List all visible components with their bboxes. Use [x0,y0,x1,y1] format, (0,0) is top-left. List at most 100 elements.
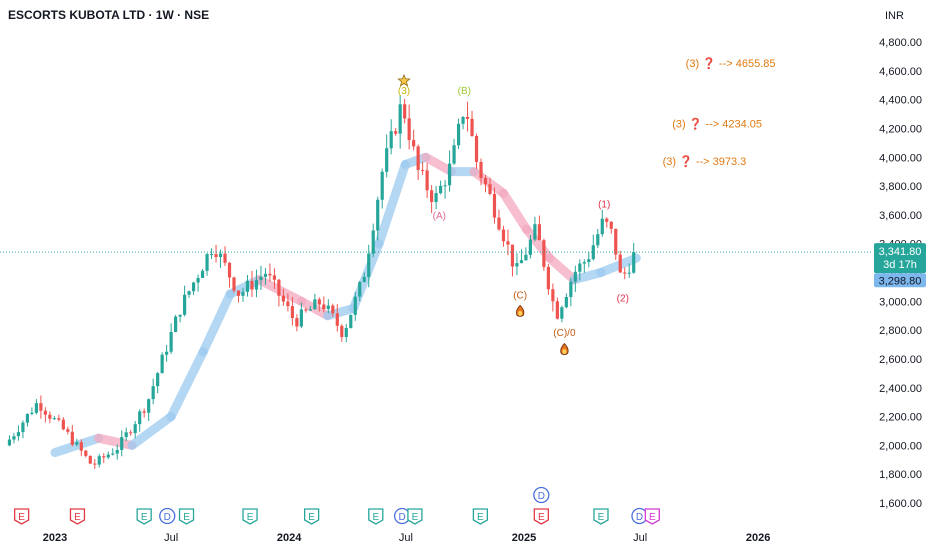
earnings-marker[interactable]: E [368,508,384,525]
ribbon-segment [127,412,176,450]
candle-body [97,456,101,465]
dividend-marker[interactable]: D [533,486,550,504]
earnings-marker[interactable]: E [593,508,609,525]
x-tick-label: 2024 [277,532,302,544]
earnings-badge [368,508,384,525]
wave-label: (B) [458,86,471,97]
earnings-marker[interactable]: E [242,508,258,525]
candle-body [605,218,609,222]
candle-body [272,275,277,280]
earnings-marker[interactable]: E [407,508,423,525]
flame-inner [562,349,567,355]
candle-body [407,118,411,141]
earnings-marker[interactable]: E [472,508,489,525]
flame-icon [560,343,569,355]
bar-countdown: 3d 17h [883,259,917,271]
candle-body [115,450,119,454]
event-letter: E [598,512,605,523]
candle-body [560,307,564,319]
candle-body [12,436,16,440]
y-tick-label: 3,800.00 [879,181,922,193]
y-tick-label: 1,600.00 [879,498,922,510]
candle-body [43,410,47,415]
candle-body [515,263,519,267]
event-letter: D [636,512,643,523]
candle-body [178,314,182,317]
wave-label: (2) [617,293,629,304]
candle-body [452,145,456,164]
candle-body [308,309,312,311]
event-letter: E [477,512,484,523]
candle-body [344,327,348,337]
candle-body [75,442,79,445]
dividend-marker[interactable]: D [159,507,176,525]
candle-body [326,305,330,310]
event-letter: E [74,512,81,523]
earnings-marker[interactable]: E [178,508,195,525]
candle-body [57,418,61,420]
ribbon-segment [225,275,264,299]
candle-body [569,281,573,298]
y-tick-label: 1,800.00 [879,469,922,481]
wave-label: (3) [398,86,410,97]
candle-body [331,305,335,314]
candle-body [510,244,515,267]
candle-body [66,429,70,432]
candle-body [501,229,506,242]
trend-ribbon [50,152,641,458]
earnings-marker[interactable]: E [69,508,86,525]
earnings-marker[interactable]: E [136,508,152,525]
earnings-badge [593,508,609,525]
y-tick-label: 4,200.00 [879,123,922,135]
chart-title[interactable]: ESCORTS KUBOTA LTD · 1W · NSE [8,8,209,22]
earnings-badge [303,508,320,525]
x-tick-label: Jul [164,532,178,544]
candle-body [412,140,416,147]
currency-label[interactable]: INR [885,10,904,22]
y-tick-label: 4,000.00 [879,152,922,164]
x-tick-label: 2023 [43,532,67,544]
event-markers[interactable]: E E E D E E E E D E E EDE D E [13,486,660,525]
candle-body [416,146,420,170]
candle-body [129,432,133,434]
earnings-marker[interactable]: E [303,508,320,525]
y-tick-label: 2,400.00 [879,383,922,395]
x-axis[interactable]: 2023 Jul 2024 Jul 2025 Jul 2026 [43,532,771,544]
ribbon-segment [94,433,137,450]
candle-body [34,403,38,413]
last-price-value: 3,341.80 [879,246,922,258]
candle-body [21,422,25,433]
flame-icon [516,304,525,317]
candle-body [245,280,250,292]
event-letter: E [141,512,148,523]
candle-body [596,234,600,246]
candle-body [349,314,353,328]
candle-body [52,418,56,420]
candle-body [533,224,537,240]
candle-body [174,316,178,332]
y-tick-label: 4,400.00 [879,95,922,107]
candle-body [299,309,303,327]
earnings-badge [69,508,86,525]
candle-body [281,295,286,302]
candle-body [254,279,259,290]
ribbon-segment [469,167,508,198]
candle-body [151,386,155,400]
candle-body [317,299,321,305]
event-letter: E [412,512,419,523]
candle-body [232,277,236,291]
earnings-badge [472,508,489,525]
y-tick-label: 3,000.00 [879,296,922,308]
candle-body [196,277,200,283]
candle-body [542,240,546,267]
earnings-marker[interactable]: E [644,508,660,525]
y-axis[interactable]: 4,800.00 4,600.00 4,400.00 4,200.00 4,000.00… [874,37,926,510]
candle-body [582,262,586,264]
candle-body [421,169,425,171]
candle-body [376,199,380,231]
candle-body [340,325,344,337]
candle-body [551,289,555,302]
earnings-marker[interactable]: E [13,508,30,525]
earnings-marker[interactable]: E [533,508,549,525]
